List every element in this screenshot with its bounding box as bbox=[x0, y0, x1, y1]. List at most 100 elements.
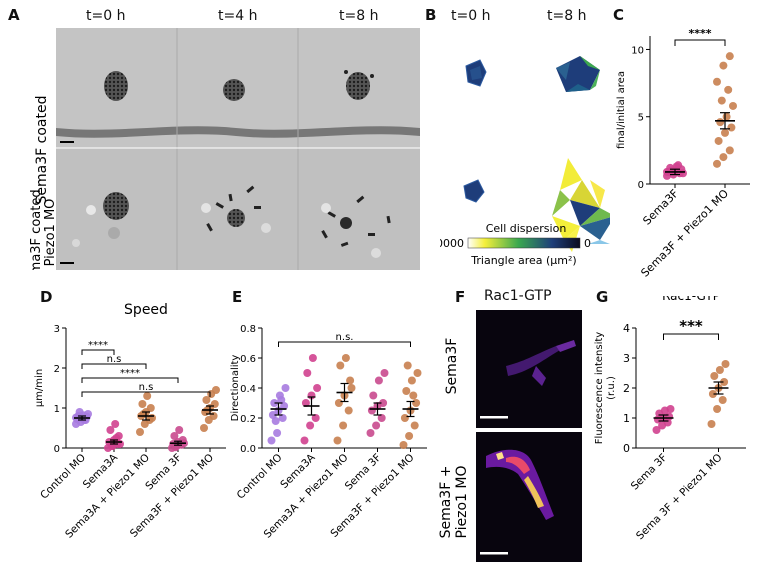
colorbar-right-label: 0 bbox=[584, 237, 591, 250]
data-point bbox=[300, 436, 309, 445]
panelA-row-label-1: Sema3F coated bbox=[34, 96, 50, 205]
panelF-row1-label: Sema3F bbox=[444, 338, 460, 395]
triangulation-t0-row2 bbox=[463, 179, 485, 203]
panelA-row-label-2b: + Piezo1 MO bbox=[43, 199, 56, 270]
triangulation-t8-row1 bbox=[556, 56, 600, 92]
data-point bbox=[268, 411, 277, 419]
triangulation-t0-row1 bbox=[465, 59, 487, 87]
y-tick-label: 0.4 bbox=[240, 384, 256, 395]
data-point bbox=[374, 376, 383, 385]
data-point bbox=[136, 428, 144, 436]
y-tick-label: 0 bbox=[54, 444, 60, 455]
y-tick-label: 2 bbox=[623, 382, 630, 395]
data-point bbox=[413, 369, 422, 377]
data-point bbox=[719, 153, 728, 162]
data-point bbox=[402, 387, 411, 395]
significance-label: *** bbox=[679, 317, 703, 335]
data-point bbox=[710, 372, 719, 380]
data-point bbox=[713, 159, 721, 168]
comparison-bracket bbox=[81, 349, 115, 355]
comparison-bracket bbox=[81, 363, 147, 369]
y-tick-label: 1 bbox=[623, 412, 630, 425]
data-point bbox=[111, 420, 120, 428]
y-axis-label: Directionality bbox=[230, 355, 241, 422]
y-axis-label: final/initial area bbox=[616, 71, 627, 149]
data-point bbox=[652, 426, 661, 434]
comparison-label: **** bbox=[120, 368, 140, 379]
data-point bbox=[271, 417, 280, 425]
panelA-row-label-2a: Sema3F coated bbox=[29, 189, 44, 270]
y-tick-label: 3 bbox=[54, 324, 60, 335]
data-point bbox=[202, 396, 211, 404]
data-point bbox=[347, 384, 356, 392]
chart-g: 0 1 2 3 4 Fluorescence intensity (r.u.) Rac1-GT… bbox=[594, 296, 746, 542]
data-point bbox=[175, 426, 184, 434]
comparison-bracket bbox=[81, 391, 211, 397]
data-point bbox=[724, 85, 733, 94]
panelA-time-4: t=4 h bbox=[218, 8, 258, 24]
y-tick-label: 0.2 bbox=[240, 414, 256, 425]
data-point bbox=[277, 396, 286, 404]
panelA-micrographs bbox=[56, 28, 420, 270]
scale-bar-a1 bbox=[60, 141, 74, 143]
data-point bbox=[313, 384, 322, 392]
comparison-label: **** bbox=[88, 340, 108, 351]
data-point bbox=[714, 136, 723, 145]
data-point bbox=[281, 384, 290, 392]
data-point bbox=[303, 369, 312, 377]
panelB-triangulation: Cell dispersion 10000 0 Triangle area (μ… bbox=[440, 56, 610, 267]
data-point bbox=[339, 421, 348, 430]
data-point bbox=[666, 405, 675, 413]
data-point bbox=[410, 421, 419, 430]
chart-title: Speed bbox=[124, 302, 168, 318]
colorbar bbox=[467, 237, 581, 249]
y-tick-label: 2 bbox=[54, 364, 60, 375]
data-point bbox=[146, 404, 155, 412]
comparison-bracket bbox=[278, 341, 411, 347]
panelA-time-0: t=0 h bbox=[86, 8, 126, 24]
x-tick-label: Sema3F + Piezo1 MO bbox=[638, 187, 731, 278]
data-point bbox=[403, 361, 412, 370]
data-point bbox=[341, 354, 350, 362]
data-point bbox=[346, 376, 355, 385]
data-point bbox=[301, 399, 310, 407]
data-point bbox=[405, 432, 414, 440]
data-point bbox=[707, 420, 716, 428]
y-axis-label: (r.u.) bbox=[606, 376, 617, 400]
data-point bbox=[409, 391, 418, 400]
panelF-scale-bar-2 bbox=[480, 552, 508, 555]
colorbar-axis-label: Triangle area (μm²) bbox=[470, 254, 576, 267]
data-point bbox=[333, 436, 342, 445]
data-point bbox=[138, 400, 147, 408]
x-tick-label: Control MO bbox=[38, 452, 88, 502]
data-point bbox=[725, 146, 734, 155]
data-point bbox=[713, 405, 722, 413]
data-point bbox=[721, 128, 729, 137]
y-tick-label: 0 bbox=[638, 180, 644, 191]
data-point bbox=[729, 101, 737, 110]
cell-cluster-row1-t8 bbox=[344, 70, 374, 100]
y-axis-label: μm/min bbox=[34, 369, 45, 407]
panelF-row2-label-a: Sema3F + bbox=[438, 466, 454, 539]
data-point bbox=[212, 386, 220, 394]
comparison-bracket bbox=[81, 377, 179, 383]
panel-letter-b: B bbox=[425, 6, 437, 24]
panelF-images: Sema3F Sema3F + Piezo1 MO bbox=[438, 310, 582, 562]
panelA-time-8: t=8 h bbox=[339, 8, 379, 24]
y-tick-label: 0.6 bbox=[240, 354, 256, 365]
panelA-row-labels: Sema3F coated Sema3F coated + Piezo1 MO bbox=[29, 96, 56, 270]
data-point bbox=[369, 391, 378, 400]
panel-letter-f: F bbox=[455, 288, 466, 306]
data-point bbox=[718, 396, 727, 404]
data-point bbox=[717, 96, 726, 105]
data-point bbox=[334, 399, 343, 407]
data-point bbox=[412, 399, 421, 407]
chart-title: Rac1-GTP bbox=[662, 296, 720, 303]
data-point bbox=[311, 414, 320, 422]
data-point bbox=[720, 378, 729, 386]
panelB-time-0: t=0 h bbox=[451, 8, 491, 24]
panel-letter-e: E bbox=[232, 288, 243, 306]
data-point bbox=[400, 414, 409, 422]
